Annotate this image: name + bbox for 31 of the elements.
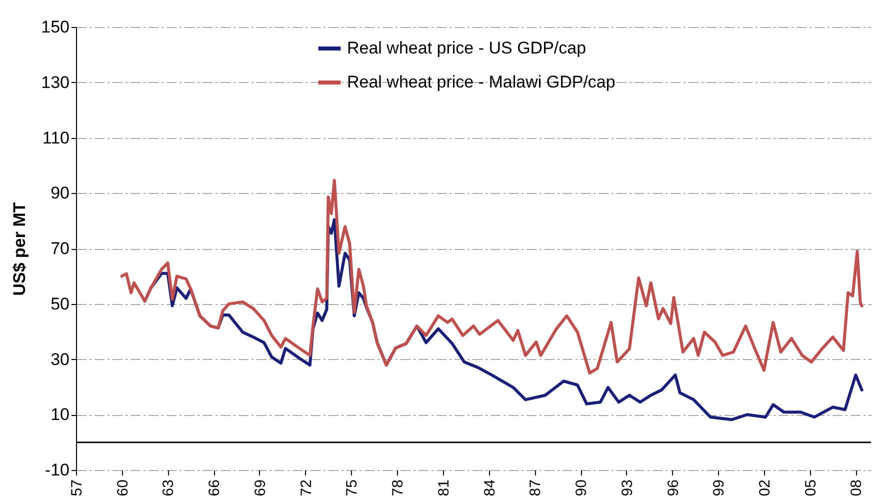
x-tick-label: 75: [344, 480, 361, 496]
y-tick-label: 50: [50, 294, 70, 314]
y-tick-label: -10: [44, 460, 70, 480]
x-tick-label: 87: [527, 480, 544, 496]
y-tick-label: 110: [42, 128, 70, 148]
x-tick-label: 02: [756, 480, 774, 496]
x-tick-label: 05: [802, 480, 820, 496]
x-tick-label: 99: [710, 480, 728, 496]
y-tick-label: 130: [41, 72, 70, 92]
y-tick-label: 70: [50, 239, 70, 258]
x-tick-label: 90: [573, 480, 590, 496]
x-tick-label: 57: [68, 480, 86, 496]
y-tick-label: 30: [50, 350, 70, 369]
y-tick-label: 150: [41, 18, 70, 36]
x-tick-label: 72: [298, 480, 315, 496]
x-tick-label: 63: [160, 480, 178, 496]
x-tick-label: 93: [618, 480, 636, 496]
y-tick-label: 10: [50, 405, 70, 424]
x-tick-label: 08: [848, 480, 866, 496]
x-tick-label: 78: [390, 480, 407, 496]
y-axis-title: US$ per MT: [10, 202, 30, 296]
x-tick-label: 69: [252, 480, 269, 496]
legend-label: Real wheat price - Malawi GDP/cap: [347, 72, 616, 92]
x-tick-label: 84: [481, 480, 498, 496]
legend-label: Real wheat price - US GDP/cap: [347, 38, 586, 58]
x-tick-label: 96: [664, 480, 682, 496]
y-tick-label: 90: [50, 184, 70, 203]
x-tick-label: 66: [206, 480, 224, 496]
x-tick-label: 81: [435, 480, 452, 496]
line-series: [120, 178, 864, 375]
x-tick-label: 60: [114, 480, 132, 496]
